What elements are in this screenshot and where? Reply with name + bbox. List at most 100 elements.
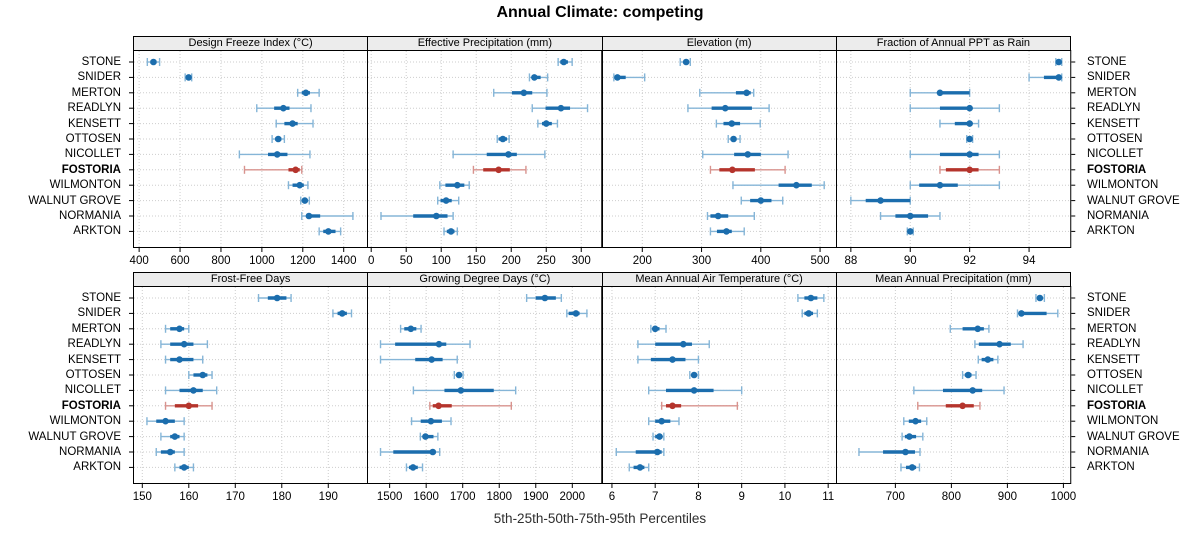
station-label-nicollet: NICOLLET bbox=[64, 148, 121, 161]
x-axis-tick-label: 9 bbox=[738, 491, 744, 503]
median-dot bbox=[728, 166, 736, 174]
x-axis-tick-label: 1200 bbox=[290, 255, 316, 267]
median-dot bbox=[454, 181, 461, 189]
station-label-merton: MERTON bbox=[1087, 322, 1137, 335]
station-label-merton: MERTON bbox=[1087, 86, 1137, 99]
median-dot bbox=[905, 433, 913, 440]
station-label-ottosen: OTTOSEN bbox=[1087, 133, 1143, 145]
median-dot bbox=[325, 228, 332, 235]
x-axis-tick-label: 0 bbox=[368, 255, 374, 267]
axis-caption: 5th-25th-50th-75th-95th Percentiles bbox=[493, 511, 707, 526]
median-dot bbox=[727, 120, 735, 127]
panel-background bbox=[835, 50, 1071, 248]
median-dot bbox=[572, 310, 580, 317]
x-axis-tick-label: 50 bbox=[400, 255, 413, 267]
x-axis-tick-label: 150 bbox=[467, 255, 486, 267]
station-label-readlyn: READLYN bbox=[1087, 102, 1141, 115]
x-axis-tick-label: 10 bbox=[778, 491, 791, 503]
top-row-panels: Design Freeze Index (°C) 400 600 800 1000 12… bbox=[129, 36, 1075, 272]
median-dot bbox=[714, 212, 721, 220]
station-label-walnut-grove: WALNUT GROVE bbox=[1087, 194, 1180, 207]
x-axis-tick-label: 1000 bbox=[1050, 491, 1076, 503]
median-dot bbox=[974, 325, 981, 333]
x-axis-tick-label: 7 bbox=[651, 491, 657, 503]
median-dot bbox=[301, 197, 309, 204]
median-dot bbox=[292, 166, 299, 174]
bottom-row-panels: Frost-Free Days 150 160 170 180 190 Growing … bbox=[129, 272, 1076, 508]
median-dot bbox=[433, 212, 440, 220]
median-dot bbox=[429, 448, 437, 456]
median-dot bbox=[273, 151, 281, 158]
station-labels-right: STONE SNIDER MERTON READLYN KENSETT OTTOSEN NI… bbox=[1080, 36, 1200, 272]
median-dot bbox=[199, 371, 207, 379]
median-dot bbox=[185, 402, 193, 410]
station-label-normania: NORMANIA bbox=[59, 210, 121, 222]
median-dot bbox=[171, 433, 179, 440]
median-dot bbox=[936, 89, 944, 97]
median-dot bbox=[722, 228, 730, 235]
median-dot bbox=[966, 151, 973, 158]
station-label-wilmonton: WILMONTON bbox=[1087, 415, 1159, 428]
station-label-walnut-grove: WALNUT GROVE bbox=[28, 194, 121, 207]
median-dot bbox=[280, 104, 287, 112]
panel-strip-fraction-ppt-as-rain: Fraction of Annual PPT as Rain bbox=[835, 36, 1071, 50]
median-dot bbox=[185, 74, 192, 81]
station-label-normania: NORMANIA bbox=[1087, 210, 1149, 222]
station-label-walnut-grove: WALNUT GROVE bbox=[1087, 430, 1180, 443]
median-dot bbox=[651, 325, 658, 333]
median-dot bbox=[966, 166, 973, 174]
x-axis-tick-label: 200 bbox=[632, 255, 651, 267]
panel-frost-free-days: Frost-Free Days 150 160 170 180 190 bbox=[129, 272, 369, 508]
panel-elevation: Elevation (m) 200 300 400 500 bbox=[601, 36, 837, 272]
station-label-stone: STONE bbox=[1087, 56, 1127, 68]
panel-strip-effective-precipitation: Effective Precipitation (mm) bbox=[367, 36, 603, 50]
median-dot bbox=[682, 58, 689, 66]
station-label-arkton: ARKTON bbox=[1087, 225, 1135, 238]
median-dot bbox=[407, 325, 415, 333]
median-dot bbox=[443, 197, 450, 204]
median-dot bbox=[289, 120, 296, 127]
x-axis-tick-label: 150 bbox=[133, 491, 152, 503]
station-label-ottosen: OTTOSEN bbox=[1087, 369, 1143, 381]
x-axis-tick-label: 100 bbox=[432, 255, 451, 267]
median-dot bbox=[911, 417, 919, 425]
median-dot bbox=[180, 464, 188, 471]
median-dot bbox=[190, 387, 197, 394]
x-axis-tick-label: 400 bbox=[751, 255, 770, 267]
panel-growing-degree-days: Growing Degree Days (°C) 1500 1600 1700 180… bbox=[367, 272, 603, 508]
x-axis-tick-label: 180 bbox=[272, 491, 291, 503]
trellis-top-row: STONE SNIDER MERTON READLYN KENSETT OTTOSEN NI… bbox=[0, 36, 1200, 272]
median-dot bbox=[1036, 294, 1043, 302]
x-axis-tick-label: 92 bbox=[963, 255, 976, 267]
station-label-nicollet: NICOLLET bbox=[1087, 148, 1144, 161]
x-axis-tick-label: 250 bbox=[537, 255, 556, 267]
median-dot bbox=[456, 371, 463, 379]
chart-title: Annual Climate: competing bbox=[496, 4, 704, 21]
x-axis-tick-label: 160 bbox=[179, 491, 198, 503]
panel-design-freeze-index: Design Freeze Index (°C) 400 600 800 1000 12… bbox=[129, 36, 369, 272]
median-dot bbox=[906, 212, 914, 220]
median-dot bbox=[984, 356, 991, 363]
trellis-bottom-row: STONE SNIDER MERTON READLYN KENSETT OTTOSEN NI… bbox=[0, 272, 1200, 508]
station-label-arkton: ARKTON bbox=[73, 461, 121, 474]
station-label-readlyn: READLYN bbox=[67, 338, 121, 351]
panel-background bbox=[835, 286, 1071, 484]
median-dot bbox=[964, 371, 972, 379]
plot-elevation: 200 300 400 500 bbox=[601, 50, 837, 267]
station-label-snider: SNIDER bbox=[1087, 71, 1131, 84]
x-axis-tick-label: 8 bbox=[695, 491, 701, 503]
median-dot bbox=[613, 74, 621, 81]
median-dot bbox=[721, 104, 729, 112]
x-axis-tick-label: 700 bbox=[886, 491, 905, 503]
median-dot bbox=[966, 104, 973, 112]
station-label-fostoria: FOSTORIA bbox=[1087, 399, 1147, 412]
station-label-normania: NORMANIA bbox=[59, 446, 121, 458]
median-dot bbox=[273, 294, 281, 302]
plot-mean-annual-precipitation: 700 800 900 1000 bbox=[835, 286, 1076, 503]
x-axis-tick-label: 1600 bbox=[414, 491, 440, 503]
median-dot bbox=[495, 166, 503, 174]
station-label-stone: STONE bbox=[81, 292, 121, 304]
panel-strip-mean-annual-air-temperature: Mean Annual Air Temperature (°C) bbox=[601, 272, 837, 286]
station-label-wilmonton: WILMONTON bbox=[1087, 179, 1159, 192]
median-dot bbox=[499, 135, 507, 143]
